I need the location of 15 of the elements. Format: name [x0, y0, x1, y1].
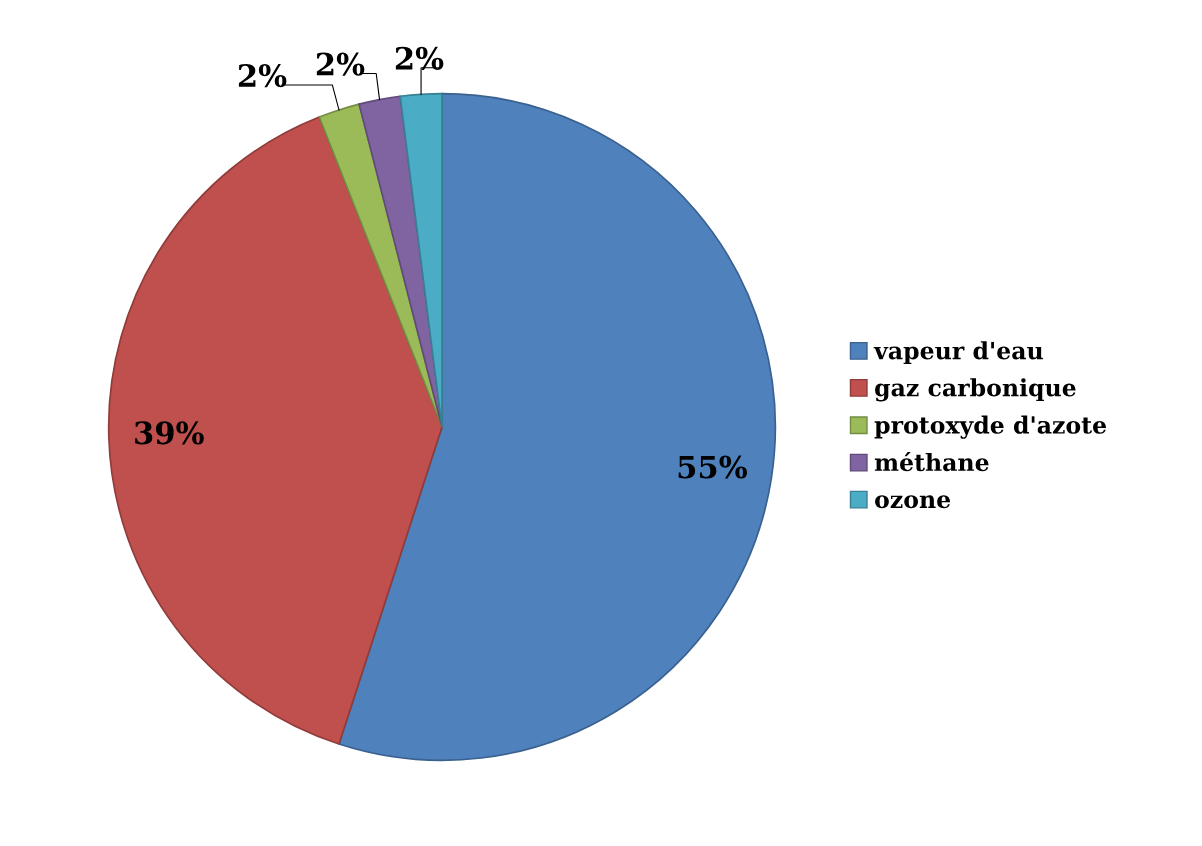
legend-label: ozone	[875, 495, 951, 509]
data-label: 55%	[678, 455, 747, 479]
pie-slice	[318, 103, 443, 428]
data-label: 39%	[135, 421, 204, 445]
pie-slice	[338, 92, 777, 762]
pie-slice	[107, 116, 443, 745]
legend-label: vapeur d'eau	[873, 341, 1043, 365]
pie-slice	[358, 95, 443, 428]
data-label: 2%	[395, 46, 444, 70]
legend-label: méthane	[874, 451, 989, 472]
pie-slice	[399, 92, 443, 428]
legend-label: protoxyde d'azote	[874, 415, 1107, 439]
data-label: 2%	[316, 52, 365, 76]
data-label: 2%	[238, 64, 287, 88]
legend-label: gaz carbonique	[875, 378, 1076, 402]
